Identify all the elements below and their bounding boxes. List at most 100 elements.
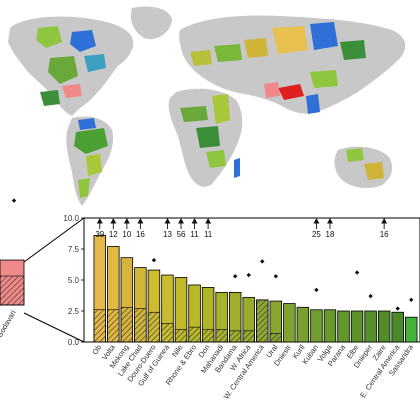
outlier-point-ural bbox=[273, 274, 279, 279]
basin-west-africa bbox=[180, 106, 208, 122]
basin-parana bbox=[86, 154, 102, 176]
zoom-connectors bbox=[23, 217, 85, 343]
outlier-count-nile: 56 bbox=[177, 230, 186, 239]
outlier-count-zaire: 16 bbox=[380, 230, 389, 239]
outlier-point-dnieper bbox=[368, 293, 373, 299]
outlier-count-volta: 12 bbox=[109, 230, 118, 239]
basin-mackenzie bbox=[36, 26, 62, 48]
outlier-arrow-lake-chad bbox=[137, 218, 144, 229]
outlier-count-lake-chad: 16 bbox=[136, 230, 145, 239]
hatched-segment-w-central-america bbox=[256, 299, 269, 343]
outlier-count-gulf-of-guinea: 13 bbox=[163, 230, 172, 239]
basin-madagascar bbox=[234, 158, 240, 178]
hatched-segment-rhone-ebro bbox=[188, 326, 201, 343]
bar-kuril bbox=[296, 306, 310, 343]
basin-yangtze bbox=[310, 70, 338, 88]
hatched-segment-gulf-of-guinea bbox=[161, 323, 174, 343]
hatched-segment-nile bbox=[174, 329, 188, 343]
y-axis: 0.0 2.5 5.0 7.5 10.0 bbox=[63, 214, 84, 347]
outlier-count-kuban: 25 bbox=[312, 230, 321, 239]
outlier-arrow-zaire bbox=[381, 218, 388, 229]
outlier-count-mekong: 10 bbox=[122, 230, 131, 239]
outlier-point-sassandra bbox=[409, 297, 414, 303]
world-basin-map bbox=[8, 6, 406, 206]
basin-gulf-coast bbox=[62, 84, 82, 98]
outlier-arrow-don bbox=[205, 218, 212, 229]
y-tick-label: 0.0 bbox=[68, 338, 80, 347]
basin-patagonia bbox=[78, 178, 90, 198]
outlier-count-rhone-ebro: 11 bbox=[190, 230, 199, 239]
outlier-point-w-central-america bbox=[260, 259, 265, 264]
landmass-eurasia bbox=[179, 15, 406, 114]
bar-elbe bbox=[350, 310, 364, 343]
basin-ob bbox=[272, 26, 308, 54]
hatched-segment-godavari bbox=[0, 275, 25, 306]
hatched-segment-w-africa bbox=[242, 330, 255, 343]
outlier-arrow-ob bbox=[96, 218, 103, 229]
hatched-segment-douro-duero bbox=[147, 311, 161, 343]
outlier-arrow-kuban bbox=[313, 218, 320, 229]
basin-volga bbox=[244, 38, 268, 58]
outlier-point-douro-duero bbox=[151, 257, 157, 263]
basin-mexico bbox=[40, 90, 60, 106]
outlier-point-godavari bbox=[11, 198, 17, 203]
bar-zaire bbox=[377, 310, 391, 343]
hatched-segment-ob bbox=[93, 309, 106, 343]
outlier-arrow-rhone-ebro bbox=[191, 218, 198, 229]
basin-mississippi bbox=[48, 56, 78, 84]
bar-e-central-america bbox=[391, 311, 404, 343]
outlier-count-volga: 18 bbox=[326, 230, 335, 239]
left-panel-bars bbox=[0, 259, 25, 306]
basin-yenisei bbox=[310, 22, 338, 50]
y-tick-label: 7.5 bbox=[68, 245, 80, 254]
left-panel: Godavari bbox=[0, 198, 25, 339]
left-panel-points bbox=[11, 198, 17, 203]
bars bbox=[93, 234, 418, 343]
connector-top bbox=[23, 217, 85, 263]
basin-europe-west bbox=[190, 50, 212, 66]
basin-amur bbox=[340, 40, 366, 60]
bar-volga bbox=[323, 309, 337, 343]
bar-dnieper bbox=[364, 310, 377, 343]
basin-europe-east bbox=[214, 44, 242, 62]
basin-zambezi bbox=[206, 150, 226, 168]
basin-australia-north bbox=[346, 148, 364, 162]
outlier-points bbox=[151, 257, 414, 311]
basin-nile bbox=[212, 94, 230, 124]
main-panel: 0.02.55.07.510.0 39 12 10 16 13 56 11 11 25 18 16 … bbox=[63, 214, 420, 401]
hatched-segment-mahanadi bbox=[215, 329, 228, 343]
basin-amazon bbox=[74, 128, 108, 154]
y-tick-label: 10.0 bbox=[63, 214, 79, 223]
basin-orinoco bbox=[78, 118, 96, 130]
bar-kuban bbox=[310, 309, 323, 343]
basin-murray bbox=[364, 162, 384, 180]
outlier-point-elbe bbox=[354, 270, 360, 275]
y-tick-label: 5.0 bbox=[68, 276, 80, 285]
hatched-segment-ural bbox=[269, 333, 282, 343]
outlier-arrow-mekong bbox=[123, 218, 130, 229]
outlier-point-kuban bbox=[314, 287, 319, 293]
hatched-segment-mekong bbox=[120, 306, 133, 343]
outlier-arrow-volta bbox=[110, 218, 117, 229]
outlier-point-w-africa bbox=[246, 272, 251, 278]
outlier-point-e-central-america bbox=[395, 306, 400, 311]
bar-dniestr bbox=[283, 303, 296, 343]
basin-ganges bbox=[278, 84, 304, 100]
hatched-segment-lake-chad bbox=[134, 308, 147, 343]
outlier-count-don: 11 bbox=[204, 230, 213, 239]
hatched-segment-volta bbox=[107, 309, 120, 343]
annotations: 39 12 10 16 13 56 11 11 25 18 16 bbox=[95, 218, 389, 239]
outlier-count-ob: 39 bbox=[95, 230, 104, 239]
bar-parana bbox=[337, 310, 350, 343]
outlier-arrow-gulf-of-guinea bbox=[164, 218, 171, 229]
hatched-segment-bandama bbox=[229, 330, 242, 343]
basin-zaire bbox=[196, 126, 220, 148]
bar-sassandra bbox=[405, 316, 418, 343]
left-panel-tick-label: Godavari bbox=[0, 308, 18, 339]
hatched-segment-don bbox=[201, 329, 215, 343]
outlier-arrow-volga bbox=[327, 218, 333, 229]
outlier-point-bandama bbox=[232, 274, 238, 279]
y-tick-label: 2.5 bbox=[68, 307, 80, 316]
